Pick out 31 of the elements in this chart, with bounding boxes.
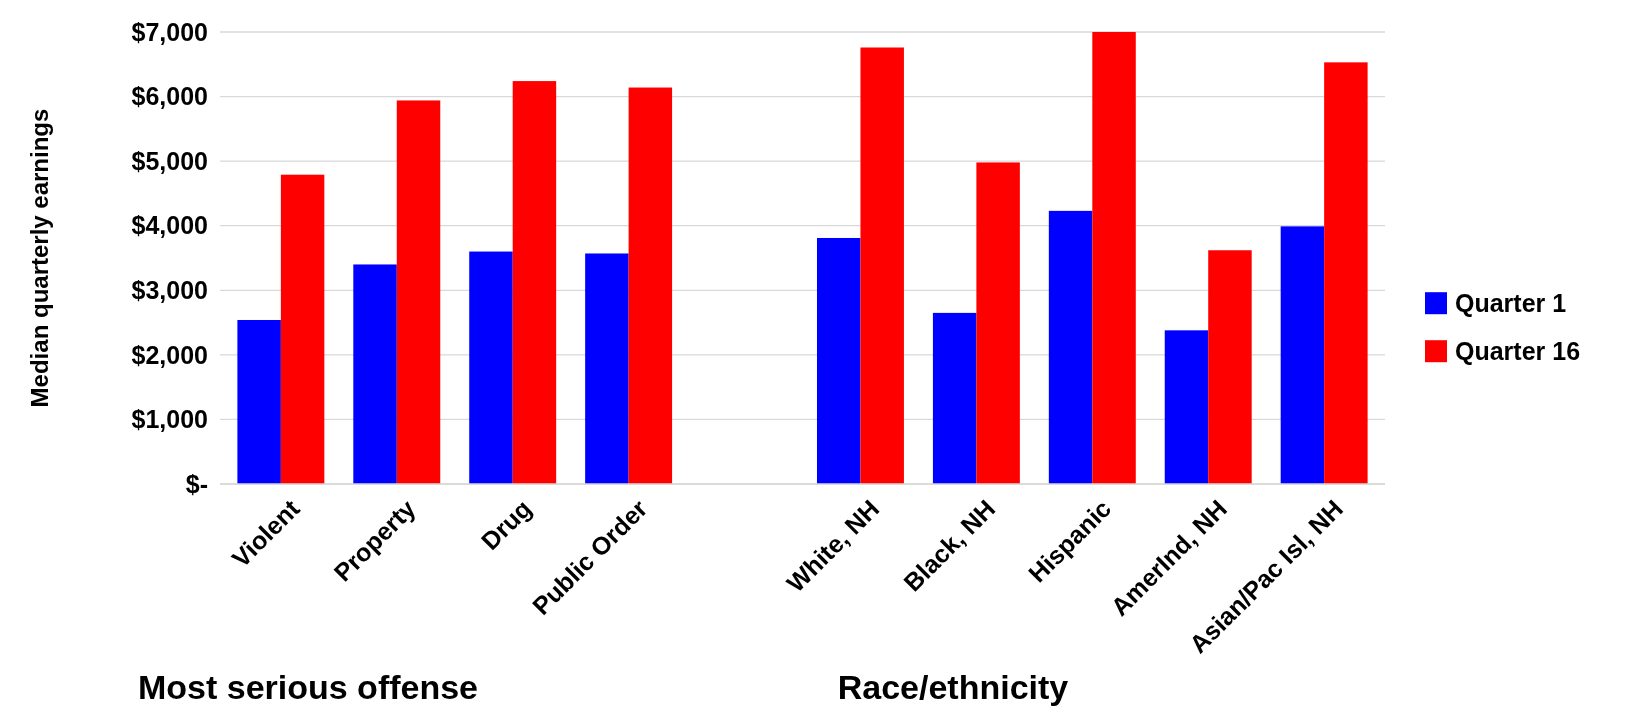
- y-tick-label: $-: [185, 469, 208, 498]
- legend-label: Quarter 1: [1455, 288, 1567, 317]
- y-tick-label: $6,000: [131, 82, 208, 111]
- bar: [1280, 226, 1325, 484]
- text: Most serious offense: [137, 668, 479, 706]
- bar: [976, 162, 1020, 484]
- bar: [628, 87, 673, 484]
- bar: [1092, 32, 1136, 484]
- bar: [932, 312, 977, 484]
- bar: [1208, 250, 1252, 484]
- y-tick-label: $2,000: [131, 340, 208, 369]
- bar: [1048, 210, 1093, 484]
- bar: [353, 264, 397, 484]
- bar: [512, 81, 557, 484]
- y-tick-label: $7,000: [131, 17, 208, 46]
- bar: [860, 47, 904, 484]
- y-tick-label: $3,000: [131, 276, 208, 305]
- legend-label: Quarter 16: [1455, 336, 1581, 365]
- bar: [396, 100, 441, 484]
- y-tick-label: $1,000: [131, 405, 208, 434]
- y-tick-label: $4,000: [131, 211, 208, 240]
- bar: [1164, 330, 1209, 484]
- bar: [1324, 62, 1368, 484]
- text: Race/ethnicity: [837, 668, 1069, 706]
- bar: [585, 253, 629, 484]
- y-tick-label: $5,000: [131, 146, 208, 175]
- bar: [237, 319, 281, 484]
- bar: [280, 174, 325, 484]
- y-axis-title: Median quarterly earnings: [26, 108, 54, 408]
- bar: [469, 251, 513, 484]
- bar: [816, 237, 861, 484]
